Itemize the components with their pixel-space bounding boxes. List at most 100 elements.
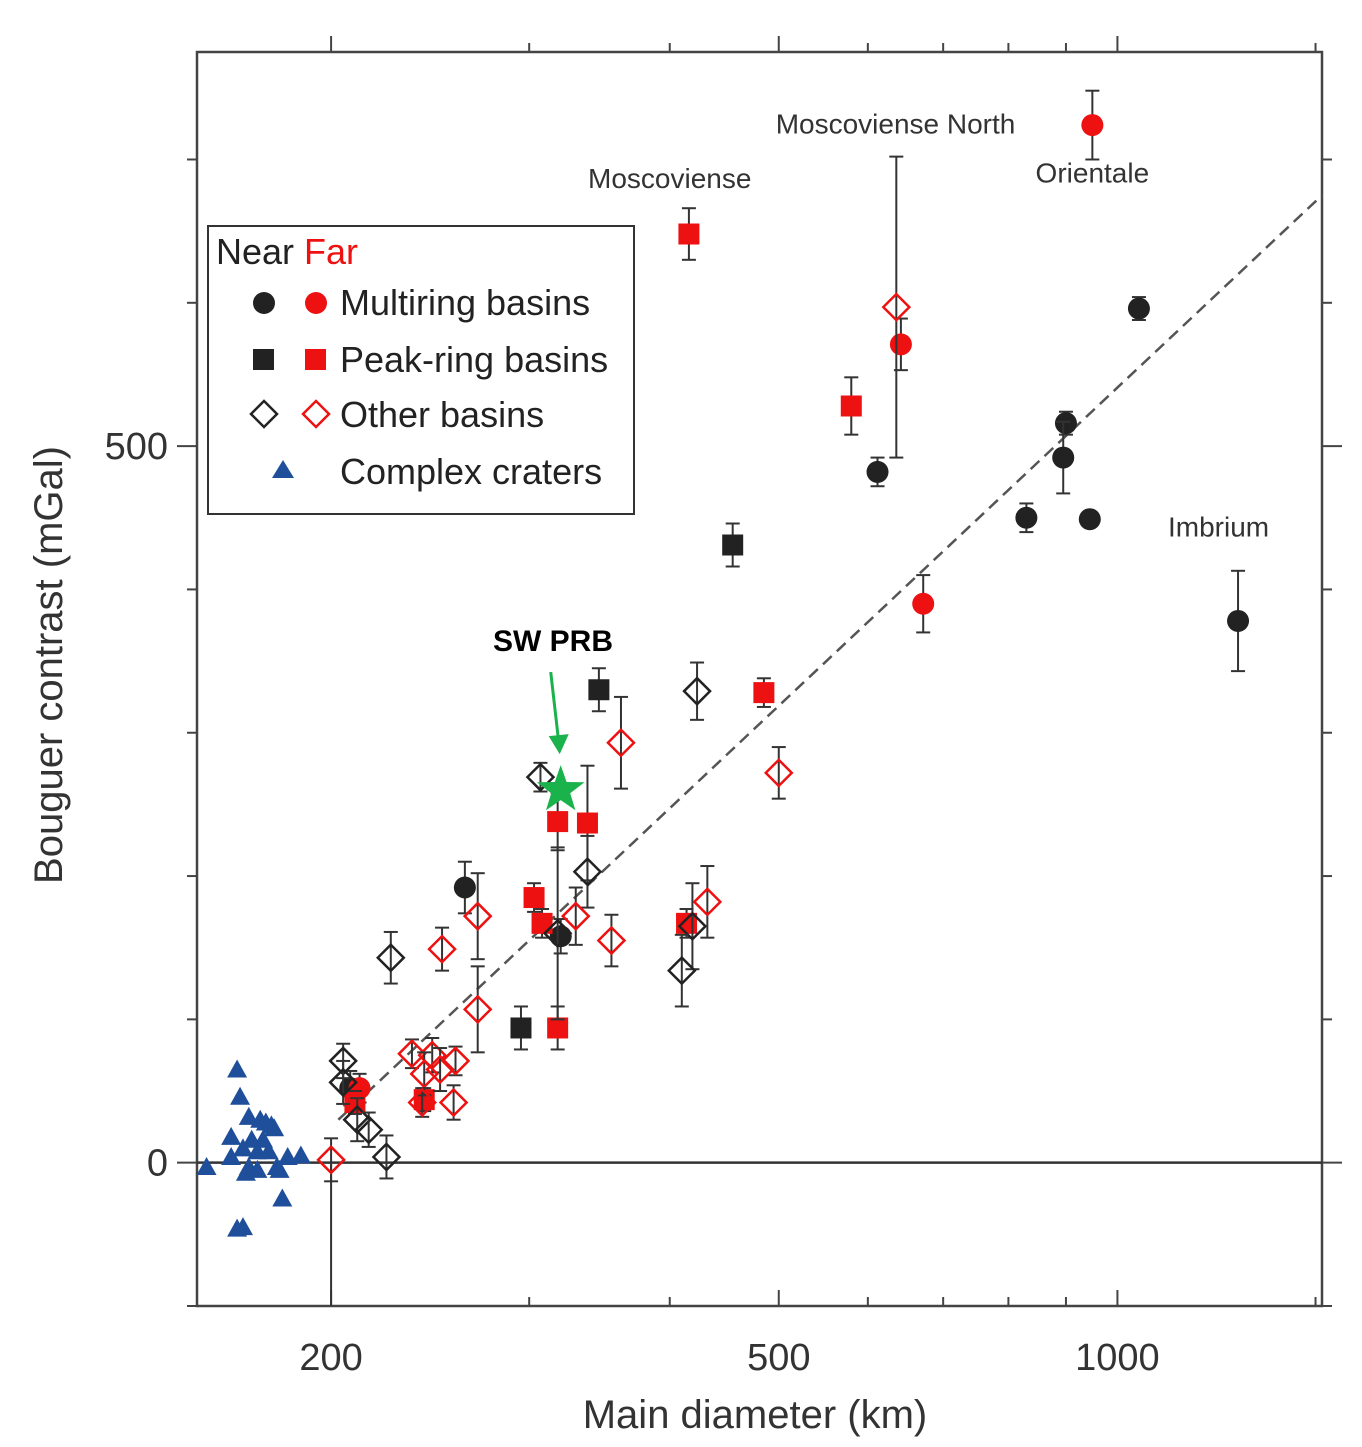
complex-crater-point [196, 1156, 217, 1175]
multiring-basin-point [912, 592, 935, 615]
data-points [196, 89, 1250, 1237]
multiring-basin-point [1054, 412, 1077, 435]
chart-annotations: Moscoviense Moscoviense North Orientale Imb… [493, 109, 1269, 658]
x-tick-label: 200 [299, 1337, 362, 1379]
other-basin-point [316, 1145, 346, 1175]
axis-ticks [177, 36, 1342, 1307]
multiring-basin-point [1052, 446, 1075, 469]
other-basin-point [425, 1054, 455, 1085]
multiring-basin-point [889, 333, 912, 356]
legend-peak-ring-far-marker [305, 349, 326, 370]
other-basin-point [328, 1067, 358, 1098]
legend: Near Far Multiring basins Peak-ring basi… [207, 225, 635, 515]
other-basin-point [407, 1087, 437, 1118]
peak-ring-basin-point [510, 1017, 532, 1039]
complex-crater-point [232, 1217, 253, 1236]
complex-crater-point [290, 1145, 311, 1164]
complex-crater-point [221, 1126, 242, 1145]
legend-crater-marker [272, 460, 294, 478]
legend-header-near: Near [216, 231, 294, 272]
other-basin-point [353, 1114, 384, 1145]
multiring-basin-point [549, 925, 572, 948]
other-basin-point [376, 942, 406, 973]
other-basin-point [525, 762, 556, 792]
other-basin-point [881, 292, 912, 322]
legend-peak-ring-near-marker [253, 349, 274, 370]
complex-crater-point [258, 1141, 279, 1160]
legend-entry-other: Other basins [249, 394, 544, 435]
other-basin-point [560, 901, 591, 931]
trend-line [337, 194, 1323, 1121]
other-basin-point [438, 1087, 469, 1118]
sw-prb-highlight [536, 671, 585, 811]
other-basin-point [462, 901, 493, 931]
multiring-basin-point [1227, 609, 1250, 632]
plot-frame [195, 50, 1324, 1308]
legend-craters-label: Complex craters [340, 451, 602, 492]
y-axis-title: Bouguer contrast (mGal) [27, 446, 71, 884]
legend-other-label: Other basins [340, 394, 544, 435]
complex-crater-point [235, 1162, 256, 1181]
other-basin-point [371, 1142, 402, 1172]
complex-crater-point [272, 1188, 293, 1207]
legend-header-far: Far [304, 231, 358, 272]
peak-ring-basin-point [678, 223, 700, 245]
legend-multiring-near-marker [253, 292, 275, 314]
legend-multiring-label: Multiring basins [340, 282, 590, 323]
other-basin-point [440, 1046, 471, 1076]
multiring-basin-point [1127, 297, 1150, 320]
x-tick-label: 1000 [1075, 1337, 1160, 1379]
complex-crater-point [230, 1086, 251, 1105]
sw-prb-star-marker [536, 765, 585, 811]
multiring-basin-point [453, 876, 476, 899]
complex-crater-point [247, 1159, 268, 1178]
sw-prb-arrow-head [548, 734, 569, 755]
x-axis-title: Main diameter (km) [583, 1393, 928, 1437]
complex-crater-point [264, 1118, 285, 1137]
other-basin-point [692, 887, 723, 917]
peak-ring-basin-point [840, 395, 862, 417]
basin-name-label: Moscoviense [588, 163, 751, 194]
other-basin-point [542, 918, 573, 949]
sw-prb-arrow-shaft [549, 671, 561, 743]
complex-crater-point [232, 1138, 253, 1157]
other-basin-point [462, 994, 493, 1025]
legend-peak-ring-label: Peak-ring basins [340, 339, 608, 380]
sw-prb-label: SW PRB [493, 625, 613, 658]
peak-ring-basin-point [722, 534, 744, 556]
multiring-basin-point [1015, 506, 1038, 529]
legend-other-far-marker [301, 399, 331, 429]
legend-entry-multiring: Multiring basins [253, 282, 590, 323]
other-basin-point [682, 676, 712, 706]
multiring-basin-point [1078, 508, 1101, 531]
other-basin-point [763, 758, 794, 788]
peak-ring-basin-point [547, 811, 569, 833]
basin-name-label: Imbrium [1168, 511, 1269, 542]
basin-name-label: Moscoviense North [776, 109, 1016, 140]
legend-multiring-far-marker [305, 292, 327, 314]
multiring-basin-point [866, 460, 889, 483]
peak-ring-basin-point [531, 912, 553, 934]
peak-ring-basin-point [753, 682, 775, 704]
legend-header: Near Far [216, 231, 358, 272]
other-basin-point [572, 856, 603, 887]
other-basin-point [596, 925, 627, 956]
x-tick-label: 500 [747, 1337, 810, 1379]
legend-entry-peak-ring: Peak-ring basins [253, 339, 608, 380]
peak-ring-basin-point [576, 812, 598, 834]
other-basin-point [397, 1039, 427, 1069]
y-tick-label: 500 [105, 426, 168, 468]
other-basin-point [409, 1059, 439, 1089]
legend-box [207, 225, 635, 515]
legend-other-near-marker [249, 399, 279, 429]
complex-crater-point [221, 1146, 242, 1165]
complex-crater-point [238, 1106, 259, 1125]
other-basin-point [667, 955, 697, 986]
tick-labels: 200 500 1000 0 500 [105, 426, 1160, 1379]
other-basin-point [427, 934, 457, 964]
basin-name-label: Orientale [1036, 157, 1150, 188]
peak-ring-basin-point [547, 1017, 569, 1039]
multiring-basin-point [1081, 114, 1104, 137]
peak-ring-basin-point [523, 887, 545, 909]
